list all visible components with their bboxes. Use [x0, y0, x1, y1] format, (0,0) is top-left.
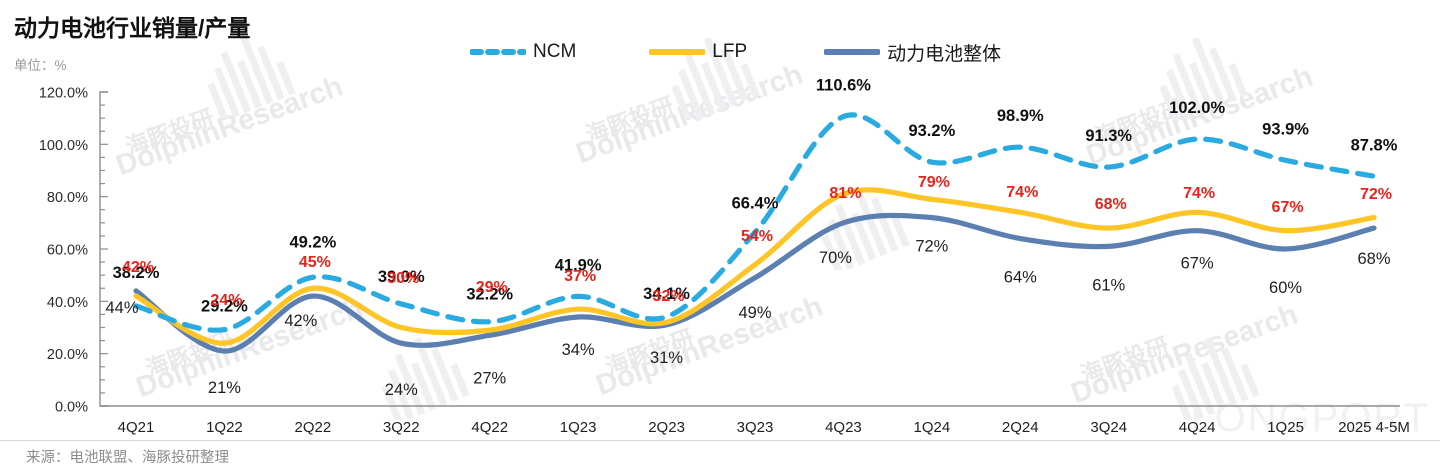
x-axis-tick-label: 2Q22 [295, 419, 332, 436]
data-label-ncm: 91.3% [1085, 127, 1132, 145]
chart-plot-area: 0.0% 20.0% 40.0% 60.0% 80.0% 100.0% 120.0% 4Q21… [39, 77, 1410, 436]
legend-label-overall: 动力电池整体 [887, 43, 1002, 65]
x-axis-tick-label: 1Q24 [914, 419, 951, 436]
data-label-ncm: 98.9% [997, 107, 1044, 125]
data-label-lfp: 30% [387, 270, 419, 287]
data-label-overall: 68% [1357, 250, 1390, 268]
data-label-overall: 49% [738, 304, 771, 322]
x-axis-tick-label: 3Q23 [737, 419, 774, 436]
data-label-overall: 72% [915, 238, 948, 256]
page-title: 动力电池行业销量/产量 [14, 15, 251, 41]
data-label-lfp: 68% [1095, 196, 1127, 213]
data-label-ncm: 93.2% [908, 122, 955, 140]
data-label-lfp: 29% [476, 279, 508, 296]
x-axis-tick-label: 1Q23 [560, 419, 597, 436]
x-axis-tick-label: 1Q22 [206, 419, 243, 436]
x-axis-tick-label: 4Q22 [471, 419, 508, 436]
data-label-ncm: 110.6% [816, 77, 871, 95]
data-label-overall: 67% [1181, 255, 1214, 273]
series-line-动力电池整体 [133, 212, 1377, 354]
data-label-overall: 60% [1269, 279, 1302, 297]
data-label-lfp: 24% [210, 292, 242, 309]
data-label-lfp: 54% [741, 228, 773, 245]
legend-swatch-ncm-icon [470, 49, 526, 55]
chart-legend: NCM LFP 动力电池整体 [470, 39, 1001, 65]
legend-swatch-overall-icon [824, 49, 881, 55]
data-label-ncm: 32.2% [466, 286, 513, 304]
data-label-ncm: 34.1% [643, 285, 690, 303]
data-label-overall: 27% [473, 369, 506, 387]
data-label-lfp: 79% [918, 174, 950, 191]
x-axis-tick-label: 3Q22 [383, 419, 420, 436]
data-label-lfp: 42% [122, 259, 154, 276]
x-axis-tick-label: 2025 4-5M [1338, 419, 1410, 436]
data-label-overall: 24% [385, 381, 418, 399]
data-label-lfp: 74% [1006, 184, 1038, 201]
data-label-lfp: 32% [653, 288, 685, 305]
x-axis-tick-label: 3Q24 [1090, 419, 1127, 436]
data-label-ncm: 49.2% [289, 233, 336, 251]
data-label-lfp: 72% [1360, 186, 1392, 203]
data-label-overall: 44% [105, 299, 138, 317]
data-label-overall: 64% [1004, 269, 1037, 287]
x-axis-tick-label: 1Q25 [1267, 419, 1304, 436]
data-label-overall: 70% [819, 249, 852, 267]
data-label-overall: 34% [562, 341, 595, 359]
data-label-lfp: 45% [299, 254, 331, 271]
data-label-overall: 61% [1092, 276, 1125, 294]
unit-label: 单位：% [14, 58, 67, 73]
x-axis-tick-label: 4Q21 [118, 419, 155, 436]
data-label-overall: 42% [284, 312, 317, 330]
x-axis-tick-label: 4Q23 [825, 419, 862, 436]
data-label-overall: 21% [208, 379, 241, 397]
y-axis-tick-label: 80.0% [47, 190, 88, 206]
y-axis-tick-label: 100.0% [39, 138, 88, 154]
data-label-lfp: 74% [1183, 185, 1215, 202]
y-axis-tick-label: 60.0% [47, 243, 88, 259]
data-label-ncm: 102.0% [1169, 99, 1225, 117]
legend-swatch-lfp-icon [649, 49, 706, 55]
y-axis-tick-label: 120.0% [39, 86, 88, 102]
source-note: 来源：电池联盟、海豚投研整理 [26, 450, 229, 466]
data-label-lfp: 81% [829, 185, 861, 202]
data-label-ncm: 87.8% [1351, 136, 1398, 154]
data-label-ncm: 39.0% [378, 268, 425, 286]
legend-label-lfp: LFP [712, 41, 748, 62]
x-axis-tick-label: 4Q24 [1179, 419, 1216, 436]
data-label-ncm: 93.9% [1262, 120, 1309, 138]
legend-label-ncm: NCM [533, 41, 577, 62]
data-label-lfp: 67% [1272, 199, 1304, 216]
series-line-NCM [133, 112, 1377, 333]
y-axis-tick-label: 20.0% [47, 347, 88, 363]
data-label-ncm: 41.9% [555, 256, 602, 274]
legend-item-lfp[interactable]: LFP [649, 41, 747, 63]
x-axis-tick-label: 2Q23 [648, 419, 685, 436]
legend-item-ncm[interactable]: NCM [470, 41, 576, 63]
series-line-LFP [133, 187, 1377, 346]
data-label-lfp: 37% [564, 268, 596, 285]
x-axis-tick-label: 2Q24 [1002, 419, 1039, 436]
y-axis-tick-label: 0.0% [55, 400, 88, 416]
data-label-ncm: 38.2% [113, 264, 160, 282]
legend-item-overall[interactable]: 动力电池整体 [824, 39, 1001, 66]
data-label-ncm: 29.2% [201, 298, 248, 316]
footer-divider [0, 440, 1440, 441]
data-label-overall: 31% [650, 349, 683, 367]
data-label-ncm: 66.4% [732, 194, 779, 212]
y-axis-tick-label: 40.0% [47, 295, 88, 311]
